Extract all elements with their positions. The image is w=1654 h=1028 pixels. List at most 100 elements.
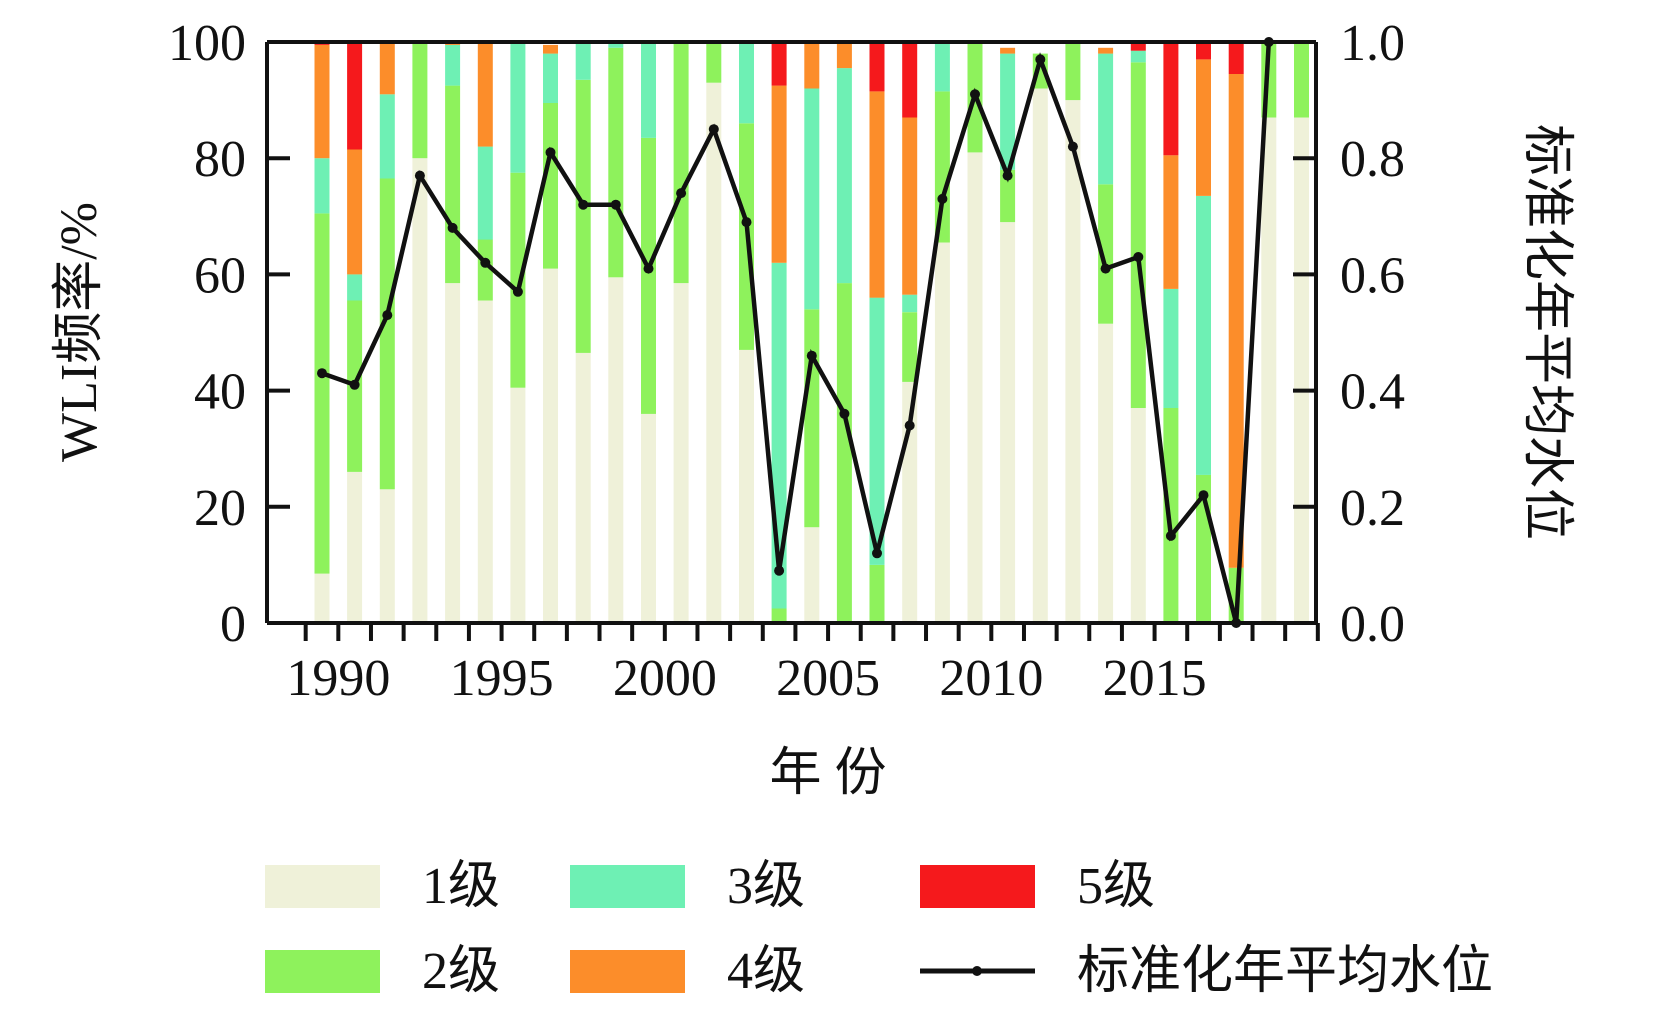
water-level-point-2009 (970, 89, 980, 100)
bar-segment-level-4-2010 (1000, 47, 1016, 54)
water-level-point-1990 (349, 379, 360, 390)
legend: 1级 2级 3级 4级 5级 标准化年平均水位 (265, 858, 1493, 1000)
water-level-point-1999 (643, 263, 654, 274)
bar-segment-level-1-1989 (314, 573, 330, 623)
bar-segment-level-1-1994 (477, 300, 493, 623)
y-left-tick-label-100: 100 (168, 15, 246, 72)
water-level-point-2001 (708, 124, 719, 135)
legend-label-level-3: 3级 (727, 858, 805, 915)
x-tick-label-2000: 2000 (613, 650, 717, 707)
water-level-point-1998 (610, 199, 621, 210)
bar-segment-level-3-1989 (314, 158, 330, 214)
water-level-point-2015 (1165, 530, 1176, 541)
bar-segment-level-4-1990 (347, 149, 363, 275)
water-level-point-1991 (382, 310, 393, 321)
bar-segment-level-3-2004 (804, 88, 820, 310)
bar-segment-level-2-2005 (836, 283, 852, 623)
bar-segment-level-4-2015 (1163, 155, 1179, 289)
bar-segment-level-4-2004 (804, 42, 820, 89)
water-level-point-1994 (480, 257, 491, 268)
bar-segment-level-1-2001 (706, 82, 722, 623)
bar-segment-level-1-1996 (543, 268, 558, 623)
bar-segment-level-3-1993 (445, 44, 461, 86)
bar-segment-level-4-2005 (836, 42, 852, 69)
bar-segment-level-2-1992 (412, 42, 428, 159)
ticks-layer: 0 20 40 60 80 100 0.0 0.2 0.4 0.6 0.8 1.0 1990 1995 20… (168, 15, 1405, 707)
bar-segment-level-3-1997 (575, 42, 591, 80)
axes-layer (265, 40, 1318, 625)
bar-segment-level-1-2019 (1294, 117, 1309, 623)
line-layer (317, 37, 1274, 628)
bar-segment-level-2-1995 (510, 172, 526, 388)
bar-segment-level-2-2001 (706, 42, 722, 83)
water-level-point-2013 (1100, 263, 1111, 274)
bar-segment-level-2-2014 (1130, 62, 1146, 409)
bar-segment-level-3-1999 (641, 42, 656, 138)
legend-swatch-level-5 (920, 865, 1035, 908)
bar-segment-level-1-2004 (804, 527, 820, 623)
water-level-point-2010 (1002, 170, 1013, 181)
x-tick-label-2005: 2005 (776, 650, 880, 707)
bar-segment-level-4-1991 (379, 42, 395, 95)
bar-segment-level-1-1995 (510, 387, 526, 623)
bar-segment-level-2-1999 (641, 137, 656, 414)
bar-segment-level-5-2017 (1228, 42, 1244, 74)
water-level-point-2016 (1198, 490, 1209, 501)
water-level-point-1989 (317, 368, 327, 379)
bar-segment-level-1-2014 (1130, 408, 1146, 623)
y-left-axis-title: WLI频率/% (51, 202, 108, 462)
bar-segment-level-3-2016 (1196, 196, 1211, 475)
bar-segment-level-1-1992 (412, 158, 428, 623)
water-level-point-1997 (578, 199, 589, 210)
y-left-tick-label-20: 20 (194, 480, 246, 537)
bar-segment-level-2-1993 (445, 85, 461, 284)
y-left-tick-label-60: 60 (194, 247, 246, 304)
bar-segment-level-4-1996 (543, 44, 558, 54)
water-level-point-2012 (1067, 141, 1078, 152)
legend-label-level-4: 4级 (727, 943, 805, 1000)
water-level-point-2011 (1035, 54, 1046, 65)
bar-segment-level-2-1991 (379, 178, 395, 490)
water-level-line (321, 41, 1272, 624)
water-level-point-2003 (774, 565, 785, 576)
bar-segment-level-2-2013 (1098, 184, 1114, 324)
bar-segment-level-1-1990 (347, 471, 363, 623)
y-right-tick-label-0.6: 0.6 (1340, 247, 1405, 304)
bar-segment-level-3-1998 (608, 42, 624, 48)
x-tick-label-2010: 2010 (939, 650, 1043, 707)
x-tick-label-2015: 2015 (1103, 650, 1207, 707)
bar-segment-level-2-1997 (575, 79, 591, 353)
legend-label-level-5: 5级 (1077, 858, 1155, 915)
bar-segment-level-4-2006 (869, 91, 885, 298)
bar-segment-level-1-2011 (1032, 88, 1048, 623)
bar-segment-level-5-1990 (347, 42, 363, 150)
legend-label-water-level: 标准化年平均水位 (1077, 943, 1493, 1000)
bar-segment-level-2-1998 (608, 47, 624, 278)
bar-segment-level-3-1994 (477, 146, 493, 240)
water-level-point-1995 (512, 286, 523, 297)
bar-segment-level-2-2012 (1065, 42, 1081, 101)
legend-line-marker (972, 966, 982, 976)
bar-segment-level-1-2000 (673, 283, 689, 623)
x-axis-title: 年 份 (769, 745, 886, 802)
legend-swatch-level-4 (570, 950, 685, 993)
bar-segment-level-5-2007 (902, 42, 918, 118)
water-level-point-2005 (839, 408, 850, 419)
bar-segment-level-3-2005 (836, 68, 852, 284)
bar-segment-level-3-2006 (869, 297, 885, 565)
bar-segment-level-2-2007 (902, 312, 918, 382)
water-level-point-2006 (872, 548, 882, 559)
water-level-point-2004 (806, 350, 817, 361)
bar-segment-level-2-2015 (1163, 408, 1179, 623)
bar-segment-level-5-2006 (869, 42, 885, 92)
bar-segment-level-3-2015 (1163, 288, 1179, 408)
bar-segment-level-3-2008 (934, 42, 950, 92)
x-tick-label-1990: 1990 (286, 650, 390, 707)
bar-segment-level-5-2016 (1196, 42, 1211, 60)
bar-segment-level-2-2008 (934, 91, 950, 243)
bar-segment-level-2-1989 (314, 213, 330, 574)
bar-segment-level-4-2007 (902, 117, 918, 295)
bar-segment-level-2-1994 (477, 239, 493, 301)
legend-swatch-level-1 (265, 865, 380, 908)
